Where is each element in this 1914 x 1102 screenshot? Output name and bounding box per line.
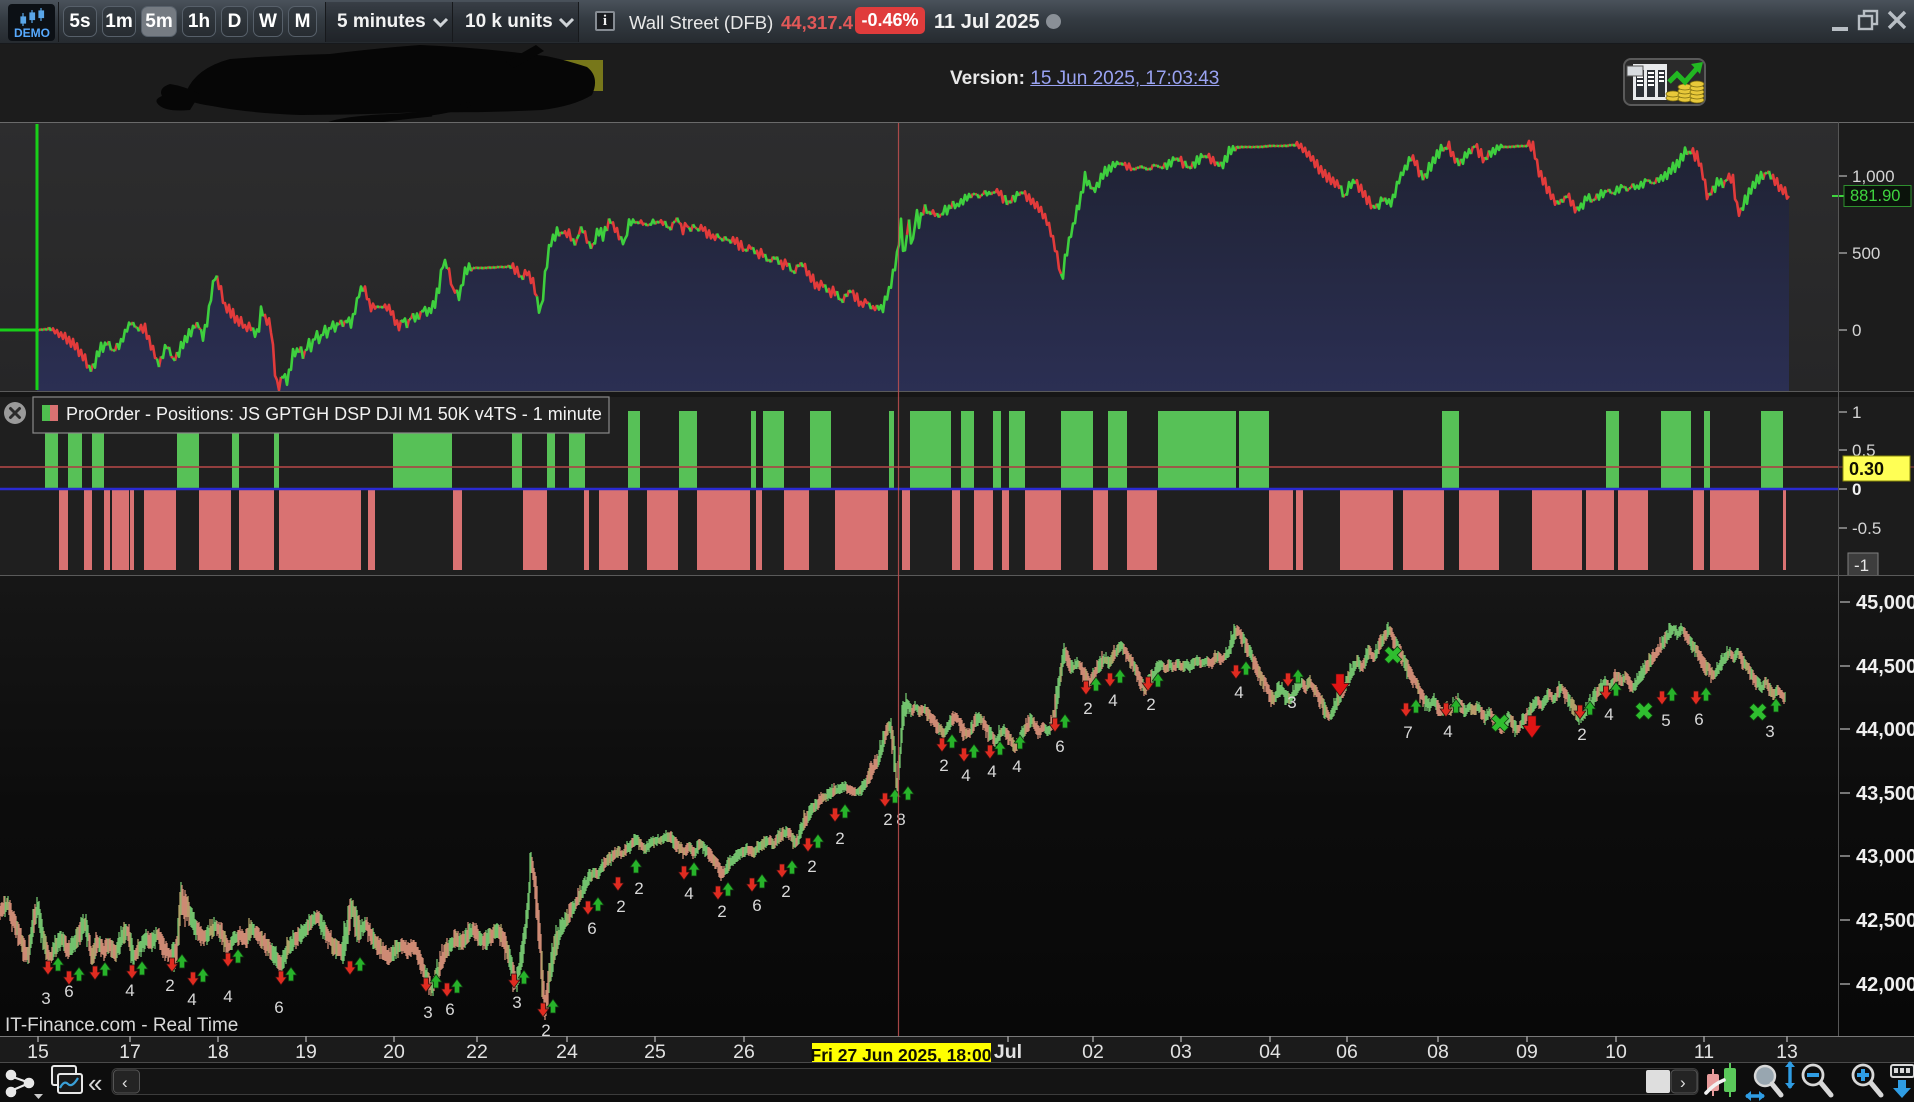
svg-text:4: 4 bbox=[125, 981, 134, 1000]
svg-text:3: 3 bbox=[41, 989, 50, 1008]
svg-text:1,000: 1,000 bbox=[1852, 167, 1895, 186]
svg-text:43,500: 43,500 bbox=[1856, 783, 1914, 805]
svg-text:4: 4 bbox=[223, 987, 232, 1006]
svg-text:3: 3 bbox=[423, 1003, 432, 1022]
svg-text:500: 500 bbox=[1852, 244, 1880, 263]
svg-text:02: 02 bbox=[1082, 1041, 1104, 1063]
svg-text:4: 4 bbox=[1012, 757, 1021, 776]
svg-text:19: 19 bbox=[295, 1041, 317, 1063]
svg-text:04: 04 bbox=[1259, 1041, 1281, 1063]
svg-text:2: 2 bbox=[939, 756, 948, 775]
svg-text:3: 3 bbox=[512, 993, 521, 1012]
svg-text:43,000: 43,000 bbox=[1856, 846, 1914, 868]
svg-text:6: 6 bbox=[64, 982, 73, 1001]
svg-text:24: 24 bbox=[556, 1041, 578, 1063]
svg-text:26: 26 bbox=[733, 1041, 755, 1063]
svg-text:25: 25 bbox=[644, 1041, 666, 1063]
svg-text:4: 4 bbox=[1234, 683, 1243, 702]
svg-text:45,000: 45,000 bbox=[1856, 592, 1914, 614]
svg-text:10: 10 bbox=[1605, 1041, 1627, 1063]
svg-text:2: 2 bbox=[541, 1021, 550, 1040]
svg-text:22: 22 bbox=[466, 1041, 488, 1063]
svg-text:4: 4 bbox=[187, 990, 196, 1009]
svg-text:Jul: Jul bbox=[994, 1041, 1022, 1063]
svg-text:‹: ‹ bbox=[122, 1073, 128, 1092]
svg-text:13: 13 bbox=[1776, 1041, 1798, 1063]
svg-text:44,500: 44,500 bbox=[1856, 656, 1914, 678]
svg-text:2: 2 bbox=[616, 897, 625, 916]
svg-text:17: 17 bbox=[119, 1041, 141, 1063]
svg-text:4: 4 bbox=[987, 762, 996, 781]
svg-text:0.5: 0.5 bbox=[1852, 441, 1876, 460]
svg-text:›: › bbox=[1680, 1073, 1686, 1092]
svg-text:4: 4 bbox=[684, 884, 693, 903]
svg-text:5: 5 bbox=[1661, 711, 1670, 730]
svg-text:Fri 27 Jun 2025, 18:00: Fri 27 Jun 2025, 18:00 bbox=[811, 1045, 992, 1065]
svg-text:42,500: 42,500 bbox=[1856, 910, 1914, 932]
svg-text:«: « bbox=[88, 1068, 102, 1098]
svg-text:7: 7 bbox=[1403, 723, 1412, 742]
svg-text:4: 4 bbox=[961, 766, 970, 785]
svg-text:2: 2 bbox=[1577, 725, 1586, 744]
svg-text:11: 11 bbox=[1694, 1041, 1714, 1063]
svg-text:2: 2 bbox=[634, 879, 643, 898]
svg-text:0: 0 bbox=[1852, 321, 1861, 340]
svg-text:18: 18 bbox=[207, 1041, 229, 1063]
svg-text:2: 2 bbox=[1083, 699, 1092, 718]
svg-text:4: 4 bbox=[1604, 705, 1613, 724]
svg-text:42,000: 42,000 bbox=[1856, 974, 1914, 996]
svg-text:09: 09 bbox=[1516, 1041, 1538, 1063]
svg-text:6: 6 bbox=[1694, 710, 1703, 729]
svg-text:06: 06 bbox=[1336, 1041, 1358, 1063]
svg-text:6: 6 bbox=[1055, 737, 1064, 756]
svg-text:6: 6 bbox=[445, 1000, 454, 1019]
svg-text:1: 1 bbox=[1852, 403, 1861, 422]
svg-text:3: 3 bbox=[1287, 693, 1296, 712]
svg-text:-0.5: -0.5 bbox=[1852, 519, 1881, 538]
svg-text:6: 6 bbox=[752, 896, 761, 915]
svg-text:4: 4 bbox=[1443, 722, 1452, 741]
svg-text:2: 2 bbox=[717, 902, 726, 921]
svg-text:4: 4 bbox=[1108, 691, 1117, 710]
svg-text:2: 2 bbox=[883, 810, 892, 829]
svg-text:6: 6 bbox=[274, 998, 283, 1017]
svg-text:08: 08 bbox=[1427, 1041, 1449, 1063]
svg-text:15: 15 bbox=[27, 1041, 49, 1063]
svg-text:DEMO: DEMO bbox=[14, 26, 50, 40]
svg-text:2: 2 bbox=[781, 882, 790, 901]
svg-text:0: 0 bbox=[1852, 480, 1861, 499]
svg-text:2: 2 bbox=[1146, 695, 1155, 714]
svg-text:2: 2 bbox=[807, 857, 816, 876]
svg-text:2: 2 bbox=[165, 976, 174, 995]
svg-text:8: 8 bbox=[896, 810, 905, 829]
svg-text:03: 03 bbox=[1170, 1041, 1192, 1063]
svg-text:2: 2 bbox=[835, 829, 844, 848]
svg-text:ProOrder - Positions: JS GPTGH: ProOrder - Positions: JS GPTGH DSP DJI M… bbox=[66, 404, 602, 424]
svg-text:20: 20 bbox=[383, 1041, 405, 1063]
svg-text:6: 6 bbox=[587, 919, 596, 938]
svg-text:-1: -1 bbox=[1854, 556, 1869, 575]
svg-text:0.30: 0.30 bbox=[1849, 459, 1884, 479]
svg-text:881.90: 881.90 bbox=[1850, 187, 1900, 205]
svg-text:3: 3 bbox=[1765, 722, 1774, 741]
svg-text:IT-Finance.com - Real Time: IT-Finance.com - Real Time bbox=[5, 1015, 238, 1036]
svg-text:44,000: 44,000 bbox=[1856, 719, 1914, 741]
